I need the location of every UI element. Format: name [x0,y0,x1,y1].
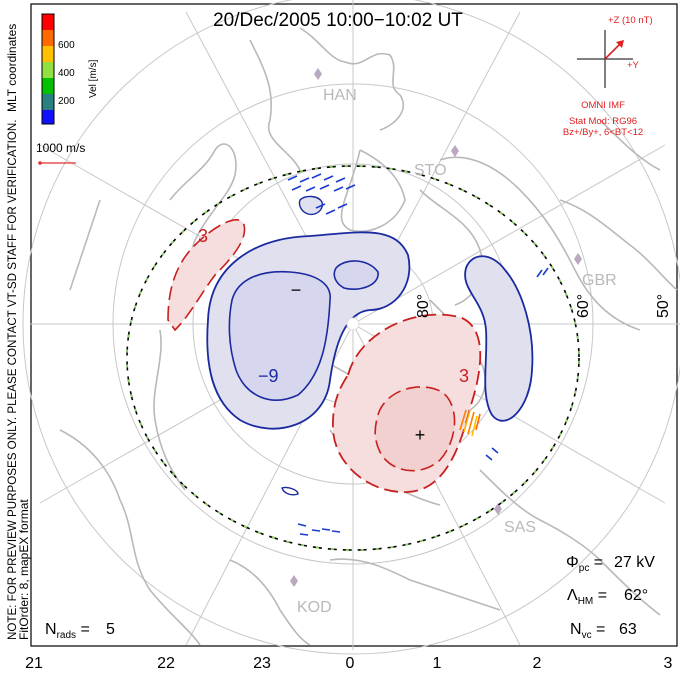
station-labels: HAN STO GBR SAS KOD [297,87,617,616]
colorbar-label: Vel [m/s] [88,59,99,98]
mlt-tick-3: 3 [664,655,673,672]
contour-label-negative: −9 [258,366,279,386]
n-rads-symbol: Nrads = [45,621,90,641]
station-markers [290,68,582,587]
preview-watermark: NOTE: FOR PREVIEW PURPOSES ONLY. PLEASE … [6,119,19,640]
mlt-tick-22: 22 [157,655,175,672]
pole-marker [346,317,360,331]
vector-scale-dot [38,161,42,165]
imf-condition-label: Bz+/By+, 6<BT<12 [563,127,643,138]
negative-inner-contour [228,270,331,401]
colorbar-tick-200: 200 [58,96,75,107]
lat-label-80: 80° [415,294,432,318]
contour-label-dawn: 3 [198,226,208,246]
velocity-vectors-dayside [287,173,356,215]
velocity-vectors-fast [459,409,481,437]
plot-frame [30,3,678,647]
velocity-colorbar: 600 400 200 Vel [m/s] [41,13,99,125]
lambda-hm-value: 62° [624,587,648,604]
lat-label-60: 60° [575,294,592,318]
phi-pc-symbol: Φpc = [566,554,603,574]
stat-model-label: Stat Mod: RG96 [569,116,637,127]
phi-pc-value: 27 kV [614,554,655,571]
n-vc-symbol: Nvc = [570,621,605,641]
station-label-han: HAN [323,87,357,104]
tiny-negative-contour [281,486,299,496]
mlt-tick-2: 2 [533,655,542,672]
stats-panel: Φpc = 27 kV ΛHM = 62° Nvc = 63 Nrads = 5 [45,554,655,641]
imf-dial [577,30,633,88]
positive-dawn-lobe [167,219,246,332]
imf-source-label: OMNI IMF [581,100,625,111]
mlt-axis: 21 22 23 0 1 2 3 [25,655,672,672]
colorbar-tick-600: 600 [58,40,75,51]
mlt-tick-0: 0 [346,655,355,672]
mlt-tick-21: 21 [25,655,43,672]
station-label-sas: SAS [504,519,536,536]
station-label-gbr: GBR [582,272,617,289]
imf-z-label: +Z (10 nT) [608,15,653,26]
potential-max-marker: + [415,425,426,445]
velocity-vectors-dusk [485,267,549,461]
lat-label-50: 50° [655,294,672,318]
colorbar-tick-400: 400 [58,68,75,79]
coordinate-system-label: MLT coordinates [5,24,19,112]
positive-inner-contour [374,386,456,472]
negative-minor-contour [333,260,379,290]
negative-dusk-lobe [464,255,534,422]
latitude-labels: 80° 60° 50° [415,294,672,318]
mlt-tick-23: 23 [253,655,271,672]
n-rads-value: 5 [106,621,115,638]
station-label-kod: KOD [297,599,332,616]
station-label-sto: STO [414,162,447,179]
imf-y-label: +Y [627,60,640,71]
fit-order-label: FitOrder: 8, mapEX format [17,499,31,640]
velocity-vectors-midnight [297,523,341,536]
vector-scale-label: 1000 m/s [36,141,85,155]
potential-min-marker: − [291,280,302,300]
small-negative-cell [298,195,323,216]
mlt-tick-1: 1 [433,655,442,672]
lambda-hm-symbol: ΛHM = [567,587,607,607]
n-vc-value: 63 [619,621,637,638]
map-title: 20/Dec/2005 10:00−10:02 UT [213,10,463,31]
contour-label-positive: 3 [459,366,469,386]
hm-boundary [126,165,580,551]
